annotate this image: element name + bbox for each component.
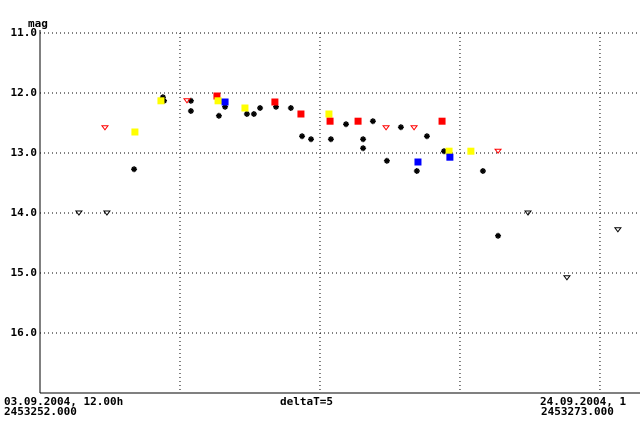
star-marker xyxy=(131,166,138,173)
square-marker xyxy=(467,147,475,155)
triangle-marker xyxy=(100,125,109,131)
star-marker xyxy=(343,121,350,128)
triangle-marker xyxy=(102,210,111,216)
star-marker xyxy=(360,145,367,152)
triangle-marker xyxy=(562,275,571,281)
triangle-marker xyxy=(182,98,191,104)
star-marker xyxy=(383,157,390,164)
y-tick-label: 15.0 xyxy=(11,266,38,279)
square-marker xyxy=(221,98,229,106)
triangle-marker xyxy=(494,148,503,155)
x-step-label: deltaT=5 xyxy=(280,395,333,408)
star-marker xyxy=(495,232,502,239)
y-axis-label: mag xyxy=(28,17,48,30)
square-marker xyxy=(131,128,139,136)
square-marker xyxy=(157,97,165,105)
star-marker xyxy=(327,136,334,143)
square-marker xyxy=(271,98,279,106)
star-marker xyxy=(250,111,257,117)
square-marker xyxy=(438,117,446,125)
square-marker xyxy=(354,117,362,125)
star-marker xyxy=(397,124,404,131)
triangle-marker xyxy=(382,125,391,131)
square-marker xyxy=(446,153,454,161)
x-start-jd-label: 2453252.000 xyxy=(4,405,77,418)
star-marker xyxy=(187,108,194,114)
square-marker xyxy=(241,104,249,112)
star-marker xyxy=(308,136,315,143)
y-tick-label: 11.0 xyxy=(11,26,38,39)
star-marker xyxy=(369,118,376,125)
y-tick-label: 14.0 xyxy=(11,206,38,219)
star-marker xyxy=(413,168,420,174)
x-end-label: 24.09.2004, 1 xyxy=(540,395,626,408)
star-marker xyxy=(360,136,367,143)
star-marker xyxy=(479,168,486,174)
star-marker xyxy=(215,112,222,119)
square-marker xyxy=(445,147,453,155)
triangle-marker xyxy=(74,210,83,216)
star-marker xyxy=(243,111,250,117)
triangle-marker xyxy=(524,210,533,216)
square-marker xyxy=(213,92,221,100)
square-marker xyxy=(297,110,305,118)
star-marker xyxy=(287,105,294,111)
x-start-label: 03.09.2004, 12.00h xyxy=(4,395,123,408)
square-marker xyxy=(325,110,333,118)
y-tick-label: 13.0 xyxy=(11,146,38,159)
square-marker xyxy=(326,117,334,125)
square-marker xyxy=(214,97,222,105)
x-end-jd-label: 2453273.000 xyxy=(541,405,614,418)
star-marker xyxy=(257,105,264,111)
square-marker xyxy=(414,158,422,166)
star-marker xyxy=(423,133,430,140)
triangle-marker xyxy=(613,227,622,233)
y-tick-label: 16.0 xyxy=(11,326,38,339)
star-marker xyxy=(299,133,306,140)
y-tick-label: 12.0 xyxy=(11,86,38,99)
triangle-marker xyxy=(410,125,419,131)
